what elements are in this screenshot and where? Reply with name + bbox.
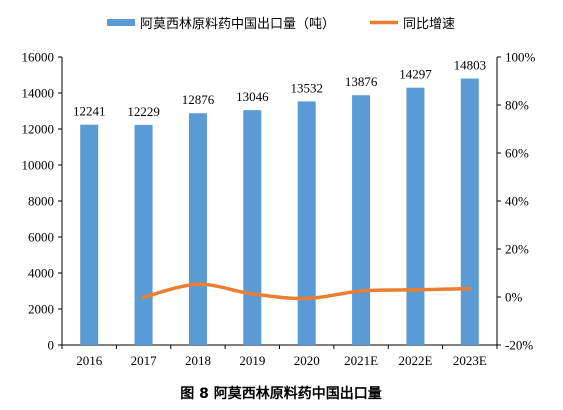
x-tick-label: 2018 [185, 353, 211, 368]
bar [243, 110, 262, 345]
y-right-tick-label: 40% [505, 194, 529, 209]
bar-data-label: 12229 [127, 104, 160, 119]
bar [188, 113, 207, 346]
bar [460, 78, 479, 346]
bar [406, 87, 425, 346]
bar-data-label: 14297 [399, 67, 432, 82]
x-tick-label: 2021E [344, 353, 378, 368]
bar [134, 124, 153, 346]
x-tick-label: 2016 [76, 353, 103, 368]
x-tick-label: 2023E [453, 353, 487, 368]
legend-bar-label: 阿莫西林原料药中国出口量（吨） [140, 17, 335, 32]
y-left-tick-label: 8000 [28, 194, 54, 209]
plot-area: 0 2000 4000 6000 8000 10000 12000 14000 16000 -20… [22, 50, 536, 369]
bar [297, 101, 316, 345]
bar-data-label: 13046 [236, 89, 269, 104]
bar-data-label: 13876 [345, 74, 378, 89]
x-tick-label: 2022E [398, 353, 432, 368]
y-left-tick-label: 4000 [28, 266, 54, 281]
y-left-tick-label: 6000 [28, 230, 54, 245]
y-right-tick-label: 60% [505, 146, 529, 161]
y-left-tick-label: 12000 [22, 122, 55, 137]
y-left-tick-label: 16000 [22, 50, 55, 65]
x-tick-label: 2019 [239, 353, 265, 368]
y-left-tick-label: 14000 [22, 86, 55, 101]
bar-data-label: 12241 [73, 104, 106, 119]
figure-caption: 图 8 阿莫西林原料药中国出口量 [180, 385, 382, 402]
bar-data-label: 12876 [182, 92, 215, 107]
x-tick-label: 2020 [294, 353, 320, 368]
bar-data-label: 13532 [290, 80, 323, 95]
y-right-tick-label: -20% [505, 338, 533, 353]
bar-data-label: 14803 [454, 58, 487, 73]
bar [352, 95, 371, 346]
y-left-tick-label: 2000 [28, 302, 54, 317]
y-right-tick-label: 100% [505, 50, 536, 65]
y-right-tick-label: 80% [505, 98, 529, 113]
legend-bar-swatch [107, 19, 135, 26]
y-left-tick-label: 10000 [22, 158, 55, 173]
bar [80, 124, 99, 345]
x-tick-label: 2017 [131, 353, 158, 368]
legend-line-label: 同比增速 [403, 17, 455, 32]
chart-legend: 阿莫西林原料药中国出口量（吨） 同比增速 [107, 17, 455, 32]
y-right-tick-label: 20% [505, 242, 529, 257]
y-right-tick-label: 0% [505, 290, 523, 305]
growth-rate-line [141, 282, 472, 301]
y-left-tick-label: 0 [48, 338, 55, 353]
